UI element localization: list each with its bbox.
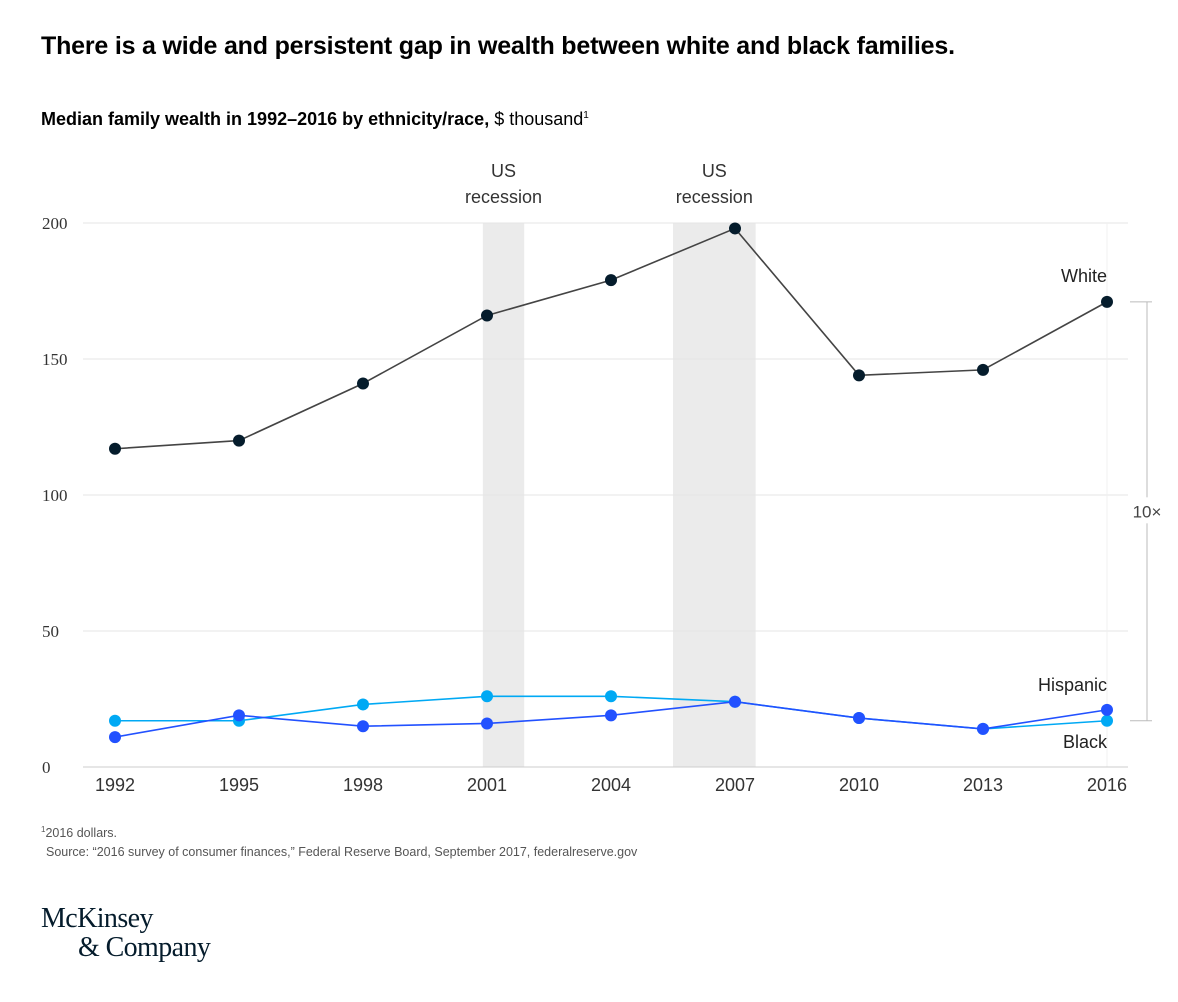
series-label-white: White: [1061, 266, 1107, 286]
series-label-black: Black: [1063, 732, 1108, 752]
x-tick-label-2001: 2001: [467, 775, 507, 795]
series-label-hispanic: Hispanic: [1038, 675, 1107, 695]
gap-label-bg: [1124, 497, 1164, 524]
point-hispanic-2016: [1101, 703, 1113, 716]
point-white-1995: [233, 434, 245, 447]
point-white-2001: [481, 309, 493, 322]
subtitle-units: $ thousand: [489, 109, 584, 129]
x-tick-label-2013: 2013: [963, 775, 1003, 795]
headline: There is a wide and persistent gap in we…: [41, 32, 955, 60]
y-tick-label-150: 150: [42, 350, 68, 369]
x-tick-label-1995: 1995: [219, 775, 259, 795]
point-white-2004: [605, 274, 617, 287]
chart-labels: US recession US recession White Hispanic Black…: [465, 161, 1164, 752]
gap-annotation: 10×: [1133, 502, 1162, 521]
source-note: Source: “2016 survey of consumer finance…: [46, 845, 638, 859]
y-tick-label-100: 100: [42, 486, 68, 505]
point-white-1992: [109, 442, 121, 455]
recession-label-1-line-2: recession: [465, 187, 542, 207]
y-tick-label-200: 200: [42, 214, 68, 233]
x-tick-label-1998: 1998: [343, 775, 383, 795]
recession-label-2-line-1: US: [702, 161, 727, 181]
point-white-2013: [977, 363, 989, 376]
point-hispanic-1992: [109, 731, 121, 744]
wealth-line-chart: 0 50 100 150 200 1992 1995 1998 2001 2004 2007 2010…: [42, 161, 1164, 795]
point-black-2016: [1101, 714, 1113, 727]
recession-label-1-line-1: US: [491, 161, 516, 181]
x-tick-label-1992: 1992: [95, 775, 135, 795]
chart-subtitle: Median family wealth in 1992–2016 by eth…: [41, 109, 589, 130]
x-tick-label-2004: 2004: [591, 775, 631, 795]
point-white-1998: [357, 377, 369, 390]
x-tick-label-2016: 2016: [1087, 775, 1127, 795]
footnote: 12016 dollars.: [41, 825, 117, 840]
point-white-2010: [853, 369, 865, 382]
point-black-1992: [109, 714, 121, 727]
subtitle-bold: Median family wealth in 1992–2016 by eth…: [41, 109, 490, 129]
point-white-2007: [729, 222, 741, 235]
logo-line-1: McKinsey: [41, 903, 153, 934]
point-black-2004: [605, 690, 617, 703]
logo-line-2: & Company: [78, 932, 211, 963]
series-line-white: [114, 227, 1108, 450]
footnote-text: 2016 dollars.: [45, 826, 118, 841]
grid-lines: [83, 222, 1128, 767]
point-hispanic-2004: [605, 709, 617, 722]
y-tick-label-0: 0: [42, 758, 51, 777]
y-tick-label-50: 50: [42, 622, 59, 641]
point-black-1998: [357, 698, 369, 711]
point-black-2001: [481, 690, 493, 703]
point-hispanic-2010: [853, 712, 865, 725]
recession-label-2-line-2: recession: [676, 187, 753, 207]
mckinsey-logo: McKinsey & Company: [41, 903, 211, 963]
point-hispanic-1998: [357, 720, 369, 733]
point-white-2016: [1101, 295, 1113, 308]
x-tick-label-2007: 2007: [715, 775, 755, 795]
point-hispanic-1995: [233, 709, 245, 722]
point-hispanic-2013: [977, 722, 989, 735]
footnote-marker: 1: [41, 825, 46, 834]
subtitle-note-marker: 1: [583, 110, 589, 121]
point-hispanic-2001: [481, 717, 493, 730]
x-tick-label-2010: 2010: [839, 775, 879, 795]
axes: 0 50 100 150 200 1992 1995 1998 2001 2004 2007 2010…: [42, 214, 1128, 795]
series-lines: [109, 222, 1113, 744]
point-hispanic-2007: [729, 695, 741, 708]
